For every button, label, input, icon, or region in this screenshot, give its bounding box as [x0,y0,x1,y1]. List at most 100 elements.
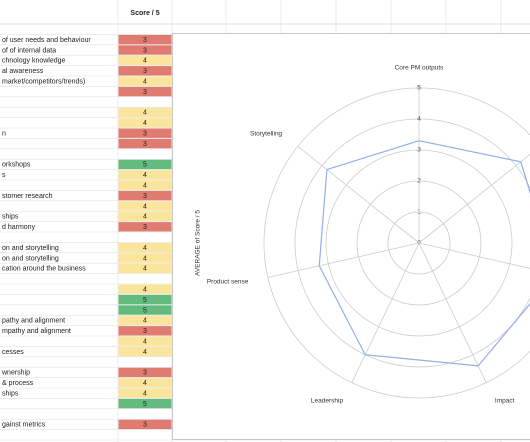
row-label: of of internal data [2,47,56,54]
score-cell [118,66,172,76]
score: 4 [143,266,147,273]
row-label: al awareness [2,68,44,75]
category-label: Product sense [207,279,249,286]
score-cell [118,180,172,190]
score-cell [118,398,172,409]
row-label: chnology knowledge [2,58,66,65]
score-cell [118,294,172,305]
score-cell [118,388,172,398]
score-cell [118,378,172,388]
score: 5 [143,401,147,408]
row-label: mpathy and alignment [2,328,71,335]
score-cell [118,419,172,430]
score-cell [118,346,172,357]
row-label: ships [2,214,19,221]
row-label: stomer research [2,193,53,200]
radar-line [318,140,530,367]
score: 3 [143,47,147,54]
row-label: ships [2,391,19,398]
score-cell [118,315,172,326]
spoke [297,146,420,244]
score: 4 [143,380,147,387]
header: Score / 5 [130,10,159,17]
score: 3 [143,370,147,377]
axis-title: AVERAGE of Score / 5 [195,210,202,276]
row-label: d harmony [2,224,36,231]
score: 4 [143,58,147,65]
score: 4 [143,339,147,346]
score: 4 [143,349,147,356]
spoke [418,242,530,269]
score-cell [118,336,172,346]
score: 3 [143,37,147,44]
score: 3 [143,89,147,96]
row-label: s [2,172,6,179]
score: 3 [143,68,147,75]
score-cell [118,326,172,336]
score: 3 [143,131,147,138]
row-label: cation around the business [2,266,86,273]
score-cell [118,128,172,138]
score-cell [118,253,172,263]
row-label: market/competitors/trends) [2,79,85,86]
score: 5 [143,297,147,304]
score-cell [118,34,172,45]
score-cell [118,107,172,118]
score-cell [118,211,172,222]
category-label: Core PM outputs [395,65,445,72]
score-cell [118,367,172,378]
score: 3 [143,224,147,231]
score: 3 [143,328,147,335]
row-label: cesses [2,349,24,356]
score: 4 [143,214,147,221]
spoke [418,153,530,244]
row-label: on and storytelling [2,255,59,262]
score-cell [118,263,172,274]
category-label: Impact [495,397,515,404]
score-cell [118,222,172,232]
score-cell [118,190,172,201]
row-label: & process [2,380,34,387]
score: 3 [143,141,147,148]
score: 4 [143,110,147,117]
score-cell [118,118,172,128]
score: 4 [143,391,147,398]
header-cell [118,0,172,24]
category-label: Leadership [311,397,344,404]
score: 4 [143,255,147,262]
score-cell [118,45,172,55]
score: 4 [143,120,147,127]
row-label: on and storytelling [2,245,59,252]
spoke [418,242,487,383]
score: 5 [143,307,147,314]
row-label: n [2,131,6,138]
score-cell [118,284,172,294]
row-label: gainst metrics [2,422,46,429]
score: 4 [143,203,147,210]
score: 3 [143,422,147,429]
row-label: pathy and alignment [2,318,65,325]
score: 5 [143,162,147,169]
score-cell [118,86,172,97]
score: 4 [143,172,147,179]
score-cell [118,305,172,315]
spoke [351,242,420,383]
score-cell [118,76,172,86]
row-label: orkshops [2,162,31,169]
score: 3 [143,193,147,200]
score-cell [118,242,172,253]
score: 4 [143,183,147,190]
score-cell [118,170,172,180]
score: 4 [143,287,147,294]
chart-area [172,33,530,440]
category-label: Storytelling [250,131,283,138]
row-label: wnership [1,370,30,377]
score-cell [118,138,172,149]
score-cell [118,201,172,211]
score-cell [118,159,172,170]
score: 4 [143,245,147,252]
score: 4 [143,79,147,86]
row-label: of user needs and behaviour [2,37,91,44]
